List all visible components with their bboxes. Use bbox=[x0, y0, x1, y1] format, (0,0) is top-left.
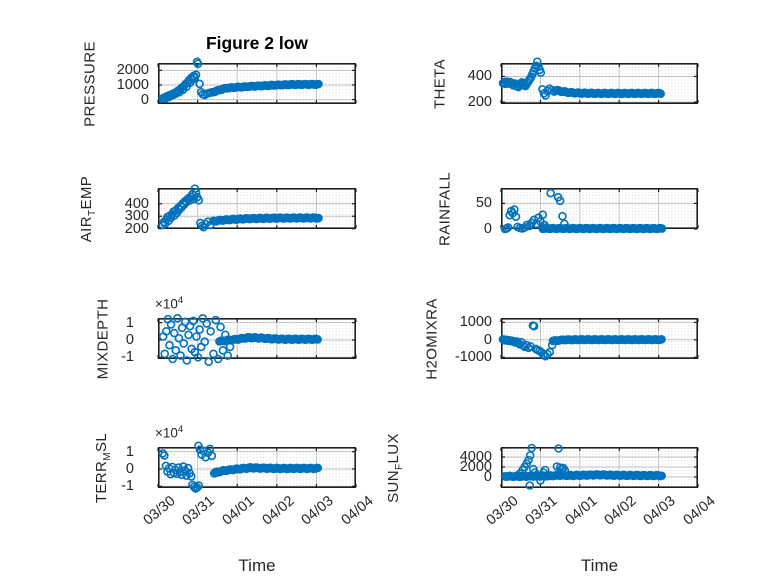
y-tick-label: 1 bbox=[125, 314, 134, 331]
scatter-markers bbox=[498, 321, 666, 361]
subplot-rainfall: 0 50 RAINFALL bbox=[437, 171, 699, 246]
scatter-markers bbox=[158, 441, 323, 493]
axis-box bbox=[158, 63, 356, 105]
y-tick-label: 2000 bbox=[459, 459, 492, 475]
subplot-sun-flux: 0 2000 4000 SUNFLUX 03/30 03/31 04/01 04/02 04/0… bbox=[385, 433, 718, 529]
subplot-theta: 200 400 THETA bbox=[432, 57, 699, 110]
y-tick-label: 400 bbox=[124, 195, 149, 212]
y-tick-label: 1000 bbox=[459, 314, 492, 331]
y-tick-label: 0 bbox=[483, 221, 492, 237]
plot-area-terrmsl bbox=[157, 441, 357, 493]
subplot-h2omixra: -1000 0 1000 H2OMIXRA bbox=[424, 298, 699, 379]
x-tick-label: 04/04 bbox=[338, 493, 377, 529]
y-axis-label-theta: THETA bbox=[431, 58, 449, 109]
scatter-markers bbox=[500, 443, 666, 490]
y-tick-label: 0 bbox=[125, 460, 134, 477]
y-tick-label: 0 bbox=[483, 331, 492, 348]
subplot-terr-msl: -1 0 1 TERRMSL ×104 03/30 03/31 04/01 04/02 04/03… bbox=[93, 424, 376, 529]
scatter-markers bbox=[498, 57, 665, 100]
plot-area-sunflux bbox=[500, 443, 699, 490]
x-axis-label-left: Time bbox=[238, 556, 276, 575]
y-tick-label: 400 bbox=[467, 68, 492, 85]
plot-area-rainfall bbox=[500, 188, 699, 234]
y-axis-label-h2omixra: H2OMIXRA bbox=[423, 297, 441, 380]
subplot-air-temp: 200 300 400 AIRTEMP bbox=[78, 175, 357, 242]
y-tick-label: 0 bbox=[125, 331, 134, 348]
plot-area-pressure bbox=[157, 57, 357, 105]
x-axis-label-right: Time bbox=[580, 556, 619, 575]
plot-area-theta bbox=[498, 57, 699, 105]
plot-area-h2omixra bbox=[498, 318, 699, 361]
scatter-markers bbox=[158, 184, 323, 232]
y-tick-label: -1 bbox=[121, 349, 134, 366]
y-tick-label: 4000 bbox=[459, 449, 492, 465]
y-tick-label: 0 bbox=[483, 469, 492, 485]
subplot-mixdepth: -1 0 1 MIXDEPTH ×104 bbox=[95, 295, 357, 379]
plot-area-airtemp bbox=[157, 184, 357, 232]
y-tick-label: 1000 bbox=[116, 76, 149, 93]
axis-box bbox=[158, 188, 356, 230]
y-tick-label: 300 bbox=[124, 208, 149, 225]
y-tick-label: 2000 bbox=[116, 62, 149, 79]
y-axis-label-rainfall: RAINFALL bbox=[436, 171, 454, 246]
scatter-markers bbox=[158, 313, 322, 367]
y-tick-label: -1 bbox=[121, 478, 134, 495]
y-tick-label: 200 bbox=[467, 94, 492, 111]
scatter-markers bbox=[158, 57, 323, 103]
x-tick-label: 04/04 bbox=[680, 493, 719, 529]
figure-title: Figure 2 low bbox=[205, 33, 309, 53]
exponent-label: ×104 bbox=[155, 295, 184, 312]
y-tick-label: -1000 bbox=[454, 349, 492, 366]
scatter-markers bbox=[500, 188, 667, 234]
y-axis-label-pressure: PRESSURE bbox=[81, 40, 99, 127]
exponent-label: ×104 bbox=[155, 424, 184, 441]
plot-area-mixdepth bbox=[157, 313, 357, 367]
axis-box bbox=[158, 447, 356, 489]
axis-box bbox=[158, 318, 356, 360]
y-tick-label: 50 bbox=[475, 195, 492, 212]
y-axis-label-airtemp: AIRTEMP bbox=[78, 175, 98, 242]
y-axis-label-sunflux: SUNFLUX bbox=[385, 432, 405, 503]
y-tick-label: 1 bbox=[125, 443, 134, 460]
y-axis-label-mixdepth: MIXDEPTH bbox=[94, 298, 112, 379]
y-tick-label: 200 bbox=[124, 220, 149, 237]
axis-box bbox=[501, 447, 698, 489]
subplot-pressure: 0 1000 2000 PRESSURE bbox=[82, 41, 357, 126]
y-tick-label: 0 bbox=[140, 91, 149, 108]
